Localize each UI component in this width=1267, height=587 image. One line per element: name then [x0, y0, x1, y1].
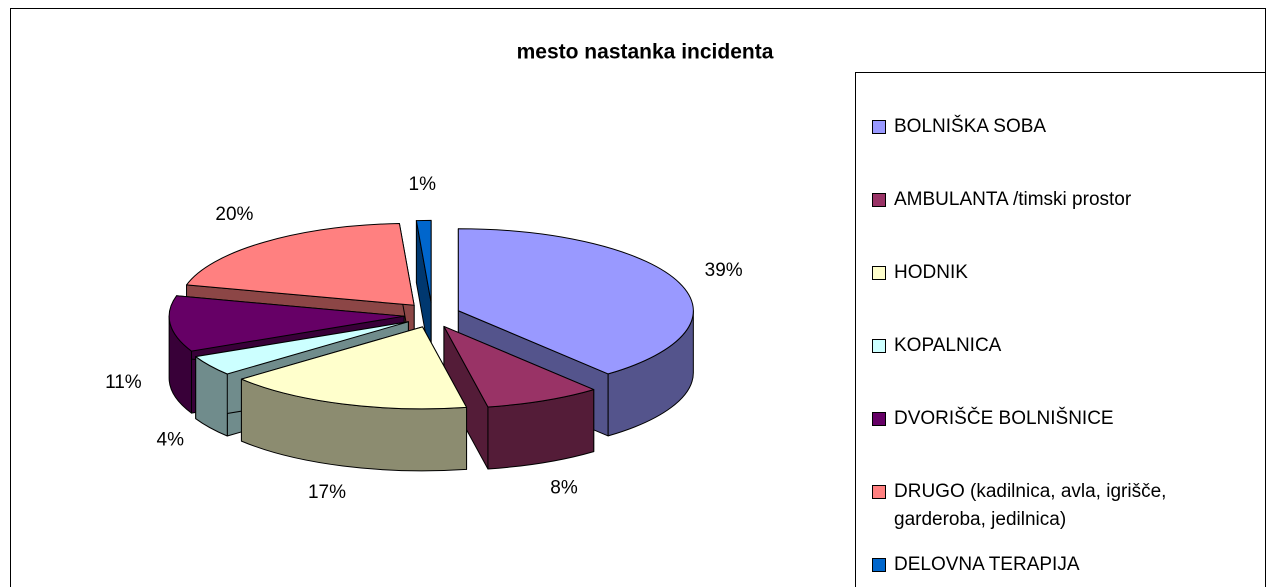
- slice-top: [443, 325, 595, 408]
- legend-item: HODNIK: [872, 259, 1257, 287]
- legend-label: DELOVNA TERAPIJA: [894, 554, 1080, 575]
- slice-top: [186, 222, 415, 306]
- legend-box: [855, 72, 1266, 587]
- data-label: 1%: [409, 174, 437, 195]
- legend-swatch: [872, 193, 886, 207]
- data-label: 8%: [550, 477, 578, 498]
- data-label: 4%: [157, 429, 185, 450]
- data-label: 11%: [105, 372, 142, 393]
- pie: [168, 219, 694, 472]
- data-label: 17%: [308, 482, 346, 503]
- slice: [240, 326, 468, 472]
- chart-title: mesto nastanka incidenta: [517, 41, 774, 64]
- legend-label: DRUGO (kadilnica, avla, igrišče, gardero…: [894, 481, 1167, 530]
- data-label: 20%: [215, 204, 253, 225]
- slice: [443, 325, 595, 470]
- slice-top: [240, 326, 468, 410]
- legend-swatch: [872, 339, 886, 353]
- legend-swatch: [872, 485, 886, 499]
- legend-item: DVORIŠČE BOLNIŠNICE: [872, 405, 1257, 433]
- slice-top: [415, 219, 432, 303]
- legend-label: KOPALNICA: [894, 335, 1002, 356]
- legend-swatch: [872, 412, 886, 426]
- legend-swatch: [872, 120, 886, 134]
- legend-label: HODNIK: [894, 262, 968, 283]
- legend-label: DVORIŠČE BOLNIŠNICE: [894, 408, 1114, 429]
- data-label: 39%: [705, 260, 743, 281]
- legend-item: BOLNIŠKA SOBA: [872, 113, 1257, 141]
- slice-top: [457, 228, 694, 375]
- legend-item: DELOVNA TERAPIJA: [872, 551, 1257, 579]
- legend-swatch: [872, 558, 886, 572]
- legend-label: AMBULANTA /timski prostor: [894, 189, 1132, 210]
- legend-item: KOPALNICA: [872, 332, 1257, 360]
- slice-top: [168, 295, 405, 352]
- legend-swatch: [872, 266, 886, 280]
- slice-top: [195, 321, 409, 375]
- legend-item: DRUGO (kadilnica, avla, igrišče, gardero…: [872, 478, 1257, 534]
- legend-item: AMBULANTA /timski prostor: [872, 186, 1257, 214]
- legend-label: BOLNIŠKA SOBA: [894, 116, 1047, 137]
